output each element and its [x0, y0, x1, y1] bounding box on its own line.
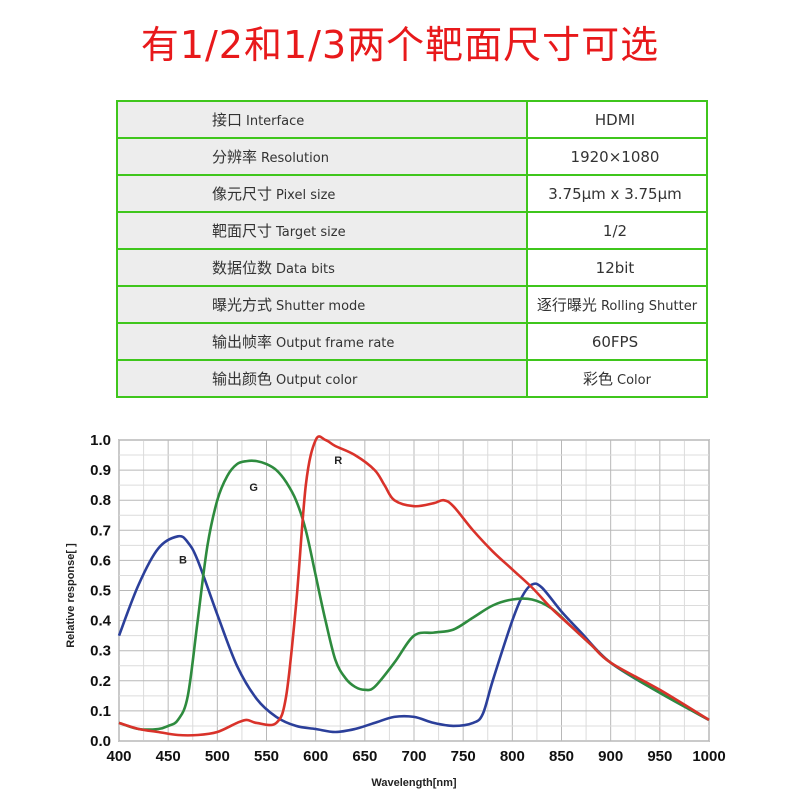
spec-row: 输出帧率 Output frame rate 60FPS — [116, 322, 708, 361]
spec-label: 输出帧率 Output frame rate — [116, 322, 528, 361]
y-tick-label: 0.8 — [90, 492, 111, 509]
spec-value-main: 彩色 — [583, 370, 614, 388]
series-line-b — [117, 534, 710, 734]
spectral-response-chart: 400 450 500 550 600 650 700 750 800 850 900 950 1000… — [65, 432, 726, 789]
x-tick-label: 750 — [451, 748, 476, 765]
spec-value: 1/2 — [526, 211, 708, 250]
spec-label: 像元尺寸 Pixel size — [116, 174, 528, 213]
spec-row: 输出颜色 Output color 彩色 Color — [116, 359, 708, 398]
spec-label: 数据位数 Data bits — [116, 248, 528, 287]
x-tick-label: 450 — [156, 748, 181, 765]
spec-label-en: Resolution — [261, 151, 329, 166]
y-tick-label: 0.2 — [90, 673, 111, 690]
y-tick-label: 1.0 — [90, 432, 111, 449]
spec-label: 接口 Interface — [116, 100, 528, 139]
chart-series — [117, 435, 710, 737]
spec-row: 像元尺寸 Pixel size 3.75μm x 3.75μm — [116, 174, 708, 213]
spec-value-main: 3.75μm x 3.75μm — [548, 184, 682, 203]
y-tick-label: 0.5 — [90, 583, 111, 600]
x-tick-label: 600 — [303, 748, 328, 765]
spec-label-cn: 输出帧率 — [212, 333, 273, 351]
spec-label: 曝光方式 Shutter mode — [116, 285, 528, 324]
series-line-r — [118, 435, 710, 737]
spec-table: 接口 Interface HDMI 分辨率 Resolution 1920×1080 像元尺… — [116, 100, 708, 398]
spec-value: 1920×1080 — [526, 137, 708, 176]
spec-row: 接口 Interface HDMI — [116, 100, 708, 139]
spec-value-en: Color — [617, 373, 651, 388]
spec-row: 曝光方式 Shutter mode 逐行曝光 Rolling Shutter — [116, 285, 708, 324]
chart-ticks: 400 450 500 550 600 650 700 750 800 850 900 950 1000… — [90, 432, 726, 765]
spec-value-main: 60FPS — [591, 332, 639, 351]
spec-value: 彩色 Color — [526, 359, 708, 398]
spec-row: 数据位数 Data bits 12bit — [116, 248, 708, 287]
y-tick-label: 0.7 — [90, 522, 111, 539]
spec-label: 靶面尺寸 Target size — [116, 211, 528, 250]
spec-row: 分辨率 Resolution 1920×1080 — [116, 137, 708, 176]
chart-labels: Wavelength[nm] Relative response[ ] B G R — [65, 455, 457, 789]
x-tick-label: 950 — [647, 748, 672, 765]
spec-value: HDMI — [526, 100, 708, 139]
spec-label-en: Target size — [276, 225, 346, 240]
y-tick-label: 0.6 — [90, 552, 111, 569]
x-tick-label: 550 — [254, 748, 279, 765]
x-tick-label: 900 — [598, 748, 623, 765]
spec-value-main: 1920×1080 — [570, 147, 660, 166]
spec-label-cn: 接口 — [212, 111, 243, 129]
spec-value: 60FPS — [526, 322, 708, 361]
spec-value-main: 12bit — [595, 258, 635, 277]
x-tick-label: 800 — [500, 748, 525, 765]
spec-value-main: HDMI — [594, 110, 636, 129]
spec-value: 逐行曝光 Rolling Shutter — [526, 285, 708, 324]
series-label-g: G — [249, 482, 258, 494]
spec-value-en: Rolling Shutter — [600, 299, 698, 314]
y-axis-label: Relative response[ ] — [65, 543, 77, 648]
spec-value: 3.75μm x 3.75μm — [526, 174, 708, 213]
x-tick-label: 400 — [106, 748, 131, 765]
series-line-g — [118, 459, 710, 731]
chart-grid — [118, 439, 710, 742]
x-tick-label: 500 — [205, 748, 230, 765]
spec-label-cn: 数据位数 — [212, 259, 273, 277]
spec-value-main: 逐行曝光 — [536, 296, 597, 314]
spec-label: 分辨率 Resolution — [116, 137, 528, 176]
series-label-r: R — [334, 455, 342, 467]
spec-label-en: Interface — [246, 114, 305, 129]
spec-label-cn: 曝光方式 — [212, 296, 273, 314]
x-tick-label: 850 — [549, 748, 574, 765]
spec-label-cn: 靶面尺寸 — [212, 222, 273, 240]
x-tick-label: 650 — [352, 748, 377, 765]
spec-label-cn: 输出颜色 — [212, 370, 273, 388]
spec-label-en: Shutter mode — [276, 299, 366, 314]
y-tick-label: 0.4 — [90, 613, 112, 630]
spec-label-en: Output frame rate — [276, 336, 395, 351]
y-tick-label: 0.3 — [90, 643, 111, 660]
spec-value: 12bit — [526, 248, 708, 287]
x-tick-label: 700 — [401, 748, 426, 765]
spec-value-main: 1/2 — [602, 221, 628, 240]
y-tick-label: 0.9 — [90, 462, 111, 479]
spec-label-en: Data bits — [276, 262, 335, 277]
y-tick-label: 0.1 — [90, 703, 111, 720]
x-axis-label: Wavelength[nm] — [371, 777, 456, 789]
spec-label-cn: 分辨率 — [212, 148, 258, 166]
spec-label-en: Output color — [276, 373, 358, 388]
spec-label-en: Pixel size — [276, 188, 336, 203]
x-tick-label: 1000 — [692, 748, 725, 765]
spec-row: 靶面尺寸 Target size 1/2 — [116, 211, 708, 250]
y-tick-label: 0.0 — [90, 733, 111, 750]
headline: 有1/2和1/3两个靶面尺寸可选 — [140, 23, 660, 67]
spec-label-cn: 像元尺寸 — [212, 185, 273, 203]
series-label-b: B — [179, 554, 187, 566]
spec-label: 输出颜色 Output color — [116, 359, 528, 398]
